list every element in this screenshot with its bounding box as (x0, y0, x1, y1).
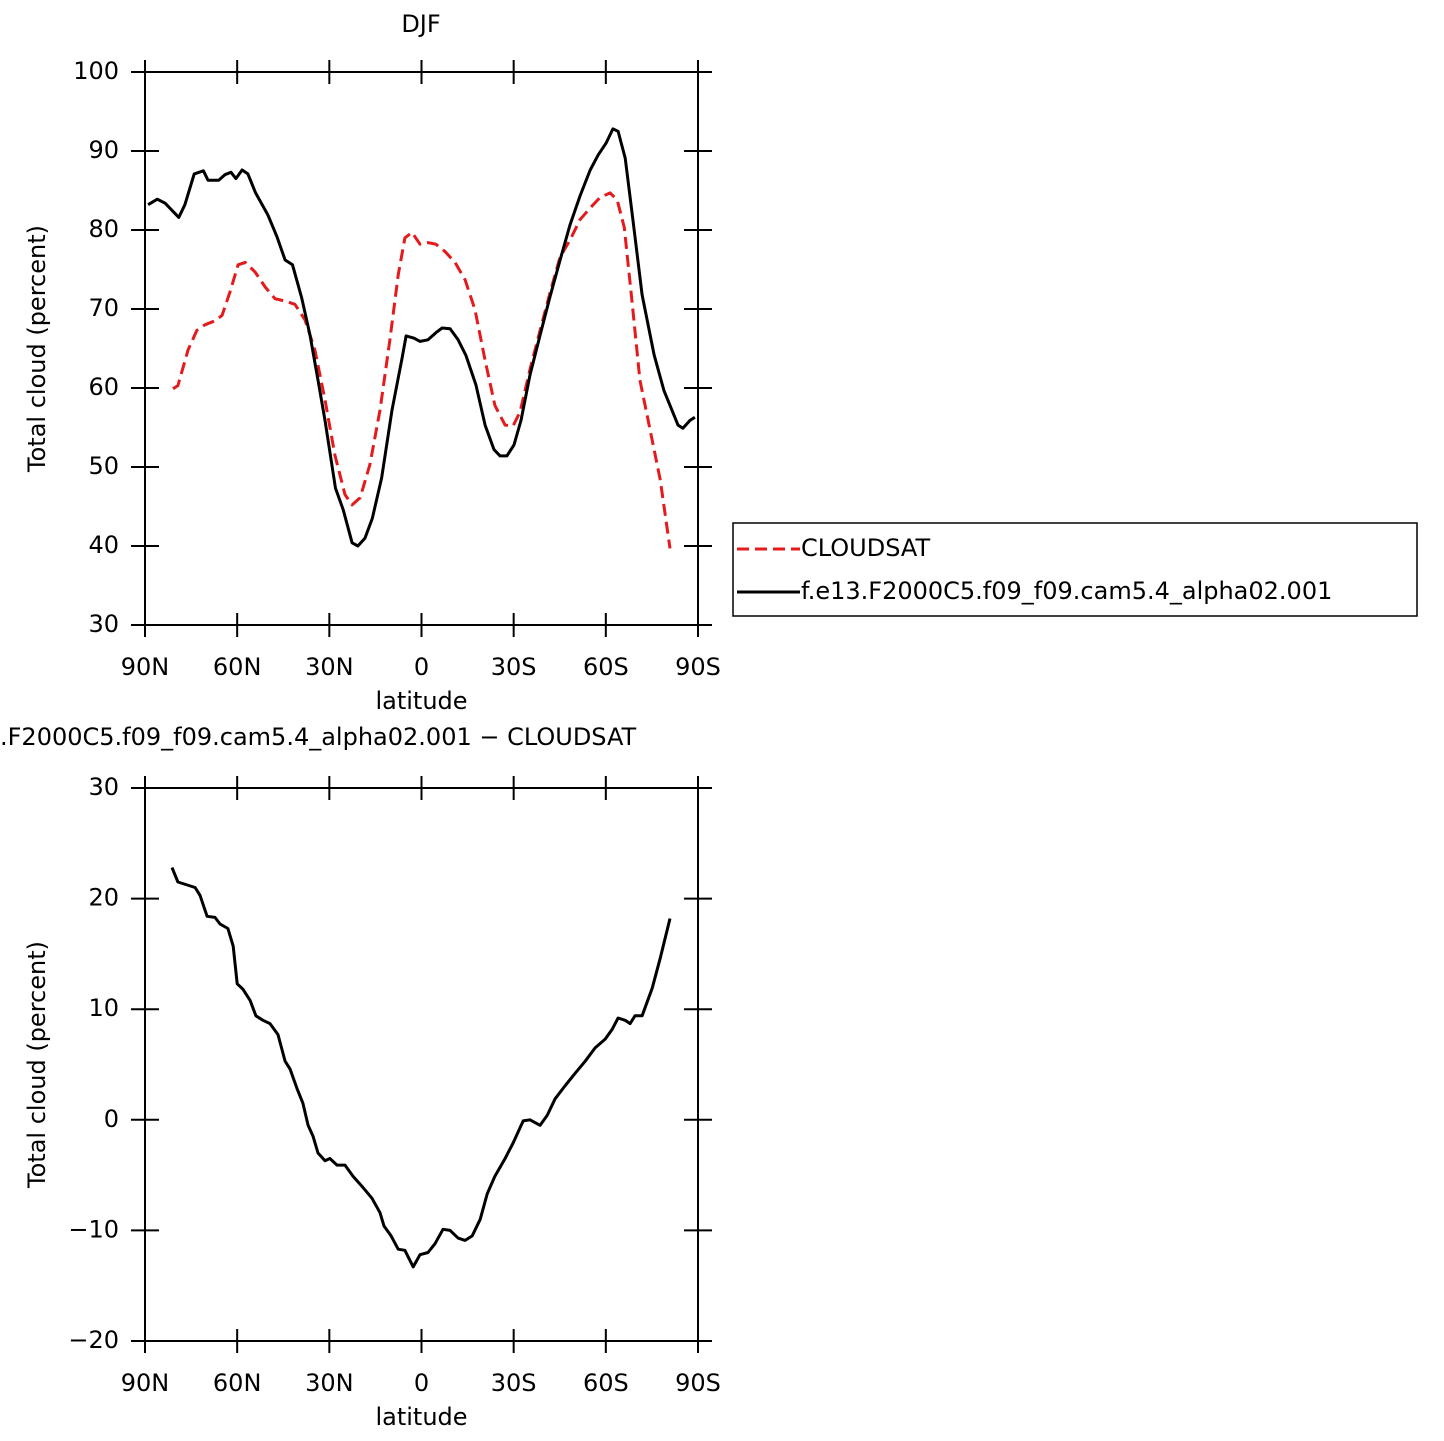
chart-title: DJF (401, 10, 440, 38)
y-tick-label: −20 (68, 1326, 119, 1354)
y-tick-label: 40 (88, 531, 119, 559)
y-tick-label: 20 (88, 884, 119, 912)
y-tick-label: 90 (88, 136, 119, 164)
x-tick-label: 60N (213, 653, 262, 681)
y-tick-label: −10 (68, 1215, 119, 1243)
x-tick-label: 60S (583, 1369, 629, 1397)
x-tick-label: 30N (305, 653, 354, 681)
y-axis-label: Total cloud (percent) (23, 225, 51, 473)
y-tick-label: 10 (88, 994, 119, 1022)
y-tick-label: 50 (88, 452, 119, 480)
y-tick-label: 80 (88, 215, 119, 243)
x-tick-label: 90S (675, 1369, 721, 1397)
x-tick-label: 90S (675, 653, 721, 681)
data-line (147, 127, 696, 548)
legend-label: f.e13.F2000C5.f09_f09.cam5.4_alpha02.001 (801, 577, 1332, 605)
chart-title: .F2000C5.f09_f09.cam5.4_alpha02.001 − CL… (0, 723, 637, 751)
x-axis-label: latitude (375, 687, 467, 715)
plot-frame (144, 71, 699, 626)
x-tick-label: 30N (305, 1369, 354, 1397)
legend-label: CLOUDSAT (801, 534, 930, 562)
y-tick-label: 0 (104, 1105, 119, 1133)
x-tick-label: 90N (121, 1369, 170, 1397)
y-tick-label: 30 (88, 773, 119, 801)
legend-frame (732, 522, 1418, 617)
x-tick-label: 90N (121, 653, 170, 681)
x-tick-label: 60S (583, 653, 629, 681)
x-tick-label: 0 (414, 653, 429, 681)
y-tick-label: 60 (88, 373, 119, 401)
data-line (170, 867, 672, 1269)
data-line (172, 191, 672, 549)
y-tick-label: 70 (88, 294, 119, 322)
x-tick-label: 0 (414, 1369, 429, 1397)
x-tick-label: 60N (213, 1369, 262, 1397)
plot-frame (144, 787, 699, 1342)
y-axis-label: Total cloud (percent) (23, 941, 51, 1189)
x-axis-label: latitude (375, 1403, 467, 1431)
y-tick-label: 30 (88, 610, 119, 638)
x-tick-label: 30S (491, 1369, 537, 1397)
y-tick-label: 100 (73, 57, 119, 85)
x-tick-label: 30S (491, 653, 537, 681)
